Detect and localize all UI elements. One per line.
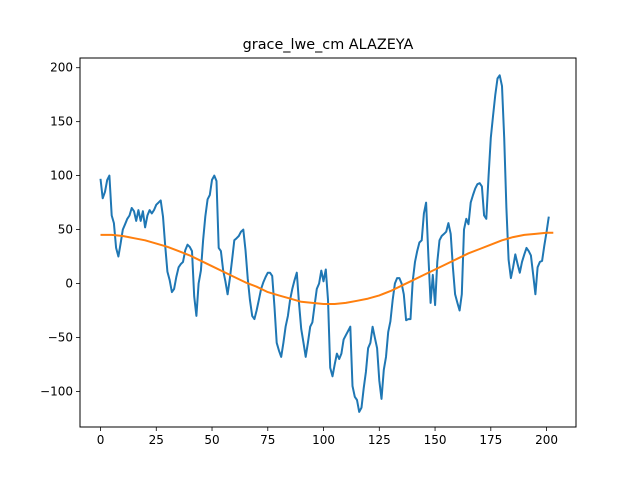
plot-lines bbox=[99, 74, 554, 413]
y-tick-label: −100 bbox=[40, 384, 73, 398]
series-line-2 bbox=[100, 231, 554, 305]
y-tick-label: 150 bbox=[50, 115, 73, 129]
plot-frame bbox=[79, 57, 577, 428]
y-tick-label: 200 bbox=[50, 61, 73, 75]
x-tick-label: 200 bbox=[535, 433, 558, 447]
y-axis-ticks: −100 −50 0 50 100 150 200 bbox=[40, 61, 80, 398]
y-tick-label: 100 bbox=[50, 169, 73, 183]
x-axis-ticks: 0 25 50 75 100 125 150 175 200 bbox=[97, 427, 558, 447]
x-tick-label: 175 bbox=[479, 433, 502, 447]
y-tick-label: 0 bbox=[65, 277, 73, 291]
x-tick-label: 25 bbox=[149, 433, 164, 447]
x-tick-label: 150 bbox=[424, 433, 447, 447]
x-tick-label: 125 bbox=[368, 433, 391, 447]
y-tick-label: −50 bbox=[48, 330, 73, 344]
x-tick-label: 100 bbox=[312, 433, 335, 447]
x-tick-label: 50 bbox=[204, 433, 219, 447]
x-tick-label: 0 bbox=[97, 433, 105, 447]
x-tick-label: 75 bbox=[260, 433, 275, 447]
y-tick-label: 50 bbox=[58, 223, 73, 237]
series-line-1 bbox=[99, 74, 550, 413]
chart-title: grace_lwe_cm ALAZEYA bbox=[243, 37, 414, 53]
